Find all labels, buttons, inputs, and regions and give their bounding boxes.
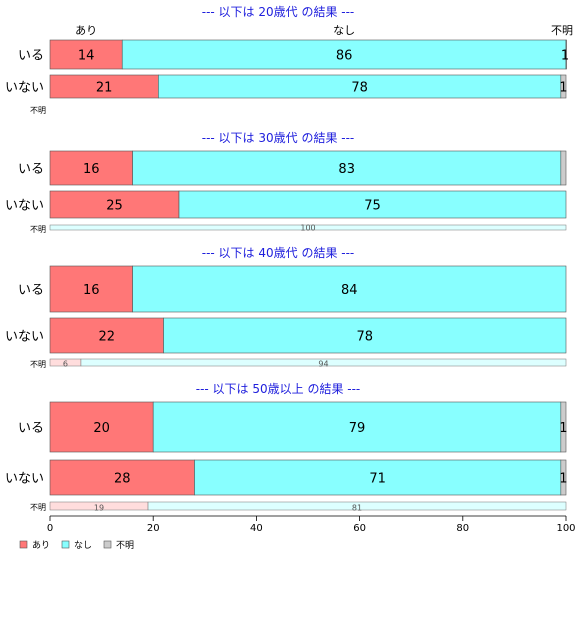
unknown-row-label: 不明 [30, 225, 46, 234]
column-label: あり [75, 24, 97, 37]
unknown-data-label: 81 [352, 504, 362, 513]
data-label: 22 [98, 330, 115, 345]
panel-title: --- 以下は 40歳代 の結果 --- [202, 246, 355, 260]
panel-title: --- 以下は 50歳以上 の結果 --- [196, 382, 361, 396]
column-label: なし [333, 24, 355, 37]
row-label: いる [18, 49, 44, 64]
data-label: 75 [364, 199, 381, 214]
unknown-bar-segment [80, 358, 567, 367]
unknown-data-label: 100 [300, 224, 315, 233]
data-label: 20 [93, 421, 110, 436]
bar-segment [163, 317, 567, 354]
row-label: いる [18, 283, 44, 298]
data-label: 1 [559, 81, 567, 96]
legend-label: 不明 [116, 540, 134, 551]
bar-segment [560, 150, 567, 186]
column-label: 不明 [551, 24, 573, 37]
data-label: 14 [78, 49, 95, 64]
x-tick-label: 60 [353, 523, 366, 534]
bar-segment [49, 265, 133, 313]
row-label: いない [5, 199, 44, 214]
bar-segment [49, 150, 133, 186]
unknown-data-label: 6 [63, 360, 68, 369]
unknown-bar-segment [147, 501, 567, 511]
data-label: 84 [341, 283, 358, 298]
data-label: 1 [561, 49, 569, 64]
data-label: 16 [83, 162, 100, 177]
row-label: いる [18, 162, 44, 177]
bar-segment [49, 317, 164, 354]
x-tick-label: 20 [147, 523, 160, 534]
data-label: 21 [96, 81, 113, 96]
unknown-row-label: 不明 [30, 106, 46, 115]
bar-segment [560, 459, 567, 496]
x-tick-label: 40 [250, 523, 263, 534]
panel-title: --- 以下は 20歳代 の結果 --- [202, 5, 355, 19]
legend-swatch [19, 540, 28, 549]
unknown-row-label: 不明 [30, 503, 46, 512]
x-tick-label: 100 [556, 523, 575, 534]
bar-segment [178, 190, 567, 219]
data-label: 86 [336, 49, 353, 64]
bar-segment [121, 39, 567, 70]
panel-title: --- 以下は 30歳代 の結果 --- [202, 131, 355, 145]
data-label: 1 [559, 472, 567, 487]
row-label: いる [18, 421, 44, 436]
data-label: 16 [83, 283, 100, 298]
bar-segment [49, 39, 123, 70]
legend-swatch [103, 540, 112, 549]
data-label: 71 [369, 472, 386, 487]
x-tick-label: 0 [47, 523, 53, 534]
unknown-bar-segment [49, 224, 567, 231]
data-label: 1 [559, 421, 567, 436]
bar-segment [49, 459, 195, 496]
bar-segment [49, 401, 154, 453]
data-label: 25 [106, 199, 123, 214]
bar-segment [132, 265, 567, 313]
bar-segment [560, 74, 567, 99]
legend-label: なし [74, 540, 92, 551]
bar-segment [152, 401, 562, 453]
data-label: 79 [349, 421, 366, 436]
bar-segment [565, 39, 567, 70]
data-label: 78 [351, 81, 368, 96]
row-label: いない [5, 330, 44, 345]
legend-swatch [61, 540, 70, 549]
bar-segment [49, 190, 180, 219]
bar-segment [132, 150, 562, 186]
x-tick-label: 80 [456, 523, 469, 534]
unknown-data-label: 94 [318, 360, 328, 369]
row-label: いない [5, 472, 44, 487]
bar-segment [194, 459, 562, 496]
bar-segment [560, 401, 567, 453]
data-label: 78 [356, 330, 373, 345]
data-label: 83 [338, 162, 355, 177]
data-label: 28 [114, 472, 131, 487]
unknown-data-label: 19 [94, 504, 104, 513]
legend-label: あり [32, 540, 50, 551]
row-label: いない [5, 81, 44, 96]
unknown-row-label: 不明 [30, 360, 46, 369]
